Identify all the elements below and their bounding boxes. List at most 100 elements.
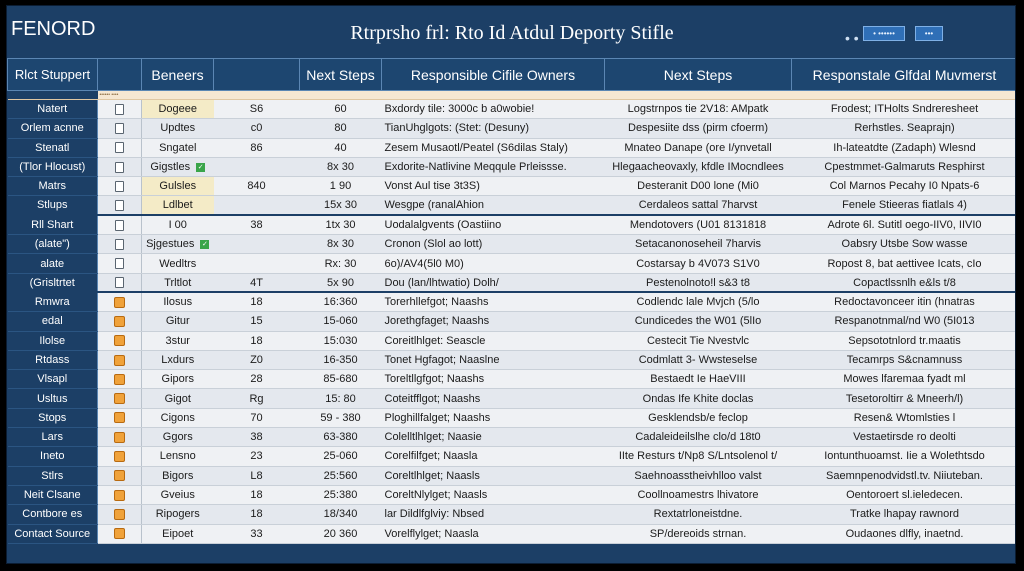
table-row[interactable]: Lars Ggors 38 63-380 Colelltlhlget; Naasie Ca… — [7, 427, 1015, 448]
row-label[interactable]: Matrs — [7, 176, 98, 197]
table-row[interactable]: Rtdass Lxdurs Z0 16-350 Tonet Hgfagot; Naasl… — [7, 350, 1015, 371]
column-header[interactable]: Next Steps — [604, 58, 792, 91]
row-icon-cell[interactable] — [97, 466, 142, 486]
table-row[interactable]: Contbore es Ripogers 18 18/340 lar Dildlfglv… — [7, 504, 1015, 525]
row-icon-cell[interactable] — [97, 195, 142, 217]
row-label[interactable]: Lars — [7, 427, 98, 448]
edit-icon[interactable] — [114, 373, 125, 385]
edit-icon[interactable] — [114, 528, 125, 540]
column-header[interactable] — [97, 58, 142, 91]
row-icon-cell[interactable] — [97, 273, 142, 294]
table-row[interactable]: Stenatl Sngatel 86 40 Zesem Musaotl/Peatel (… — [7, 138, 1015, 158]
row-label[interactable]: Natert — [7, 99, 98, 120]
table-row[interactable]: Ineto Lensno 23 25-060 Corelfilfget; Naasla I… — [7, 446, 1015, 467]
table-row[interactable]: Usltus Gigot Rg 15: 80 Coteitfflgot; Naashs O… — [7, 388, 1015, 409]
row-label[interactable]: Stlrs — [7, 466, 98, 486]
column-header[interactable]: Responstale Glfdal Muvmerst — [791, 58, 1015, 91]
row-label[interactable]: edal — [7, 311, 98, 332]
edit-icon[interactable] — [114, 412, 125, 424]
column-header[interactable]: Beneers — [141, 58, 214, 91]
row-label[interactable]: Stlups — [7, 195, 98, 217]
table-row[interactable]: Rmwra Ilosus 18 16:360 Torerhllefgot; Naashs… — [7, 292, 1015, 313]
row-icon-cell[interactable] — [97, 215, 142, 236]
row-icon-cell[interactable] — [97, 311, 142, 332]
edit-icon[interactable] — [114, 508, 125, 520]
row-icon-cell[interactable] — [97, 485, 142, 506]
row-icon-cell[interactable] — [97, 292, 142, 313]
checkbox-icon[interactable] — [115, 199, 124, 211]
edit-icon[interactable] — [114, 393, 125, 405]
checkbox-icon[interactable] — [115, 180, 124, 192]
column-header[interactable]: Rlct Stuppert — [7, 58, 98, 91]
checkbox-icon[interactable] — [115, 123, 124, 135]
edit-icon[interactable] — [114, 489, 125, 501]
checkbox-icon[interactable] — [115, 277, 124, 289]
table-row[interactable]: alate Wedltrs Rx: 30 6o)/AV4(5l0 M0) Costars… — [7, 253, 1015, 274]
row-icon-cell[interactable] — [97, 504, 142, 525]
row-icon-cell[interactable] — [97, 157, 142, 178]
row-icon-cell[interactable] — [97, 369, 142, 390]
row-label[interactable]: Orlem acnne — [7, 118, 98, 139]
edit-icon[interactable] — [114, 470, 125, 482]
row-icon-cell[interactable] — [97, 234, 142, 255]
row-label[interactable]: Contbore es — [7, 504, 98, 525]
row-label[interactable]: Neit Clsane — [7, 485, 98, 506]
checkbox-icon[interactable] — [115, 142, 124, 154]
row-label[interactable]: Contact Source — [7, 524, 98, 544]
row-label[interactable]: alate — [7, 253, 98, 274]
row-label[interactable]: Ilolse — [7, 331, 98, 351]
edit-icon[interactable] — [114, 335, 125, 347]
row-label[interactable]: Ineto — [7, 446, 98, 467]
checkbox-icon[interactable] — [115, 219, 124, 231]
table-row[interactable]: (Grisltrtet Trltlot 4T 5x 90 Dou (lan/lhtwat… — [7, 273, 1015, 294]
table-row[interactable]: Contact Source Eipoet 33 20 360 Vorelflylget… — [7, 524, 1015, 544]
row-icon-cell[interactable] — [97, 118, 142, 139]
row-icon-cell[interactable] — [97, 350, 142, 371]
table-row[interactable]: Orlem acnne Updtes c0 80 TianUhglgots: (Stet… — [7, 118, 1015, 139]
row-icon-cell[interactable] — [97, 446, 142, 467]
row-label[interactable]: Rll Shart — [7, 215, 98, 236]
row-label[interactable]: Rtdass — [7, 350, 98, 371]
table-row[interactable]: Ilolse 3stur 18 15:030 Coreitlhlget: Seascle… — [7, 331, 1015, 351]
row-icon-cell[interactable] — [97, 331, 142, 351]
checkbox-icon[interactable] — [115, 161, 124, 173]
row-icon-cell[interactable] — [97, 176, 142, 197]
row-label[interactable]: (Grisltrtet — [7, 273, 98, 294]
checkbox-icon[interactable] — [115, 103, 124, 115]
table-row[interactable]: Matrs Gulsles 840 1 90 Vonst Aul tise 3t3S) D… — [7, 176, 1015, 197]
row-icon-cell[interactable] — [97, 138, 142, 158]
row-label[interactable]: Vlsapl — [7, 369, 98, 390]
row-label[interactable]: (Tlor Hlocust) — [7, 157, 98, 178]
edit-icon[interactable] — [114, 296, 125, 308]
table-row[interactable]: Neit Clsane Gveius 18 25:380 CoreltNlylget; … — [7, 485, 1015, 506]
edit-icon[interactable] — [114, 431, 125, 443]
checkbox-icon[interactable] — [115, 258, 124, 270]
row-icon-cell[interactable] — [97, 408, 142, 429]
row-icon-cell[interactable] — [97, 99, 142, 120]
row-icon-cell[interactable] — [97, 427, 142, 448]
top-menu-button[interactable]: ••• — [915, 26, 943, 41]
row-icon-cell[interactable] — [97, 388, 142, 409]
table-row[interactable]: (alate") Sjgestues ✓ 8x 30 Cronon (Slol ao l… — [7, 234, 1015, 255]
column-header[interactable]: Responsible Cifile Owners — [381, 58, 605, 91]
edit-icon[interactable] — [114, 451, 125, 463]
row-label[interactable]: Stops — [7, 408, 98, 429]
table-row[interactable]: edal Gitur 15 15-060 Jorethgfaget; Naashs Cun… — [7, 311, 1015, 332]
table-row[interactable]: Stlrs Bigors L8 25:560 Coreltlhlget; Naasls S… — [7, 466, 1015, 486]
row-icon-cell[interactable] — [97, 524, 142, 544]
table-row[interactable]: Stops Cigons 70 59 - 380 Ploghillfalget; Naa… — [7, 408, 1015, 429]
row-label[interactable]: Stenatl — [7, 138, 98, 158]
top-action-button[interactable]: • •••••• — [863, 26, 905, 41]
edit-icon[interactable] — [114, 354, 125, 366]
table-row[interactable]: Natert Dogeee S6 60 Bxdordy tile: 3000c b a0… — [7, 99, 1015, 120]
table-row[interactable]: Vlsapl Gipors 28 85-680 Toreltllgfgot; Naash… — [7, 369, 1015, 390]
table-row[interactable]: Stlups Ldlbet 15x 30 Wesgpe (ranalAhion Cerd… — [7, 195, 1015, 217]
column-header[interactable]: Next Steps — [299, 58, 382, 91]
row-label[interactable]: (alate") — [7, 234, 98, 255]
table-row[interactable]: Rll Shart I 00 38 1tx 30 Uodalalgvents (Oast… — [7, 215, 1015, 236]
edit-icon[interactable] — [114, 316, 125, 327]
column-header[interactable] — [213, 58, 300, 91]
row-label[interactable]: Rmwra — [7, 292, 98, 313]
row-icon-cell[interactable] — [97, 253, 142, 274]
table-row[interactable]: (Tlor Hlocust) Gigstles ✓ 8x 30 Exdorite-Nat… — [7, 157, 1015, 178]
